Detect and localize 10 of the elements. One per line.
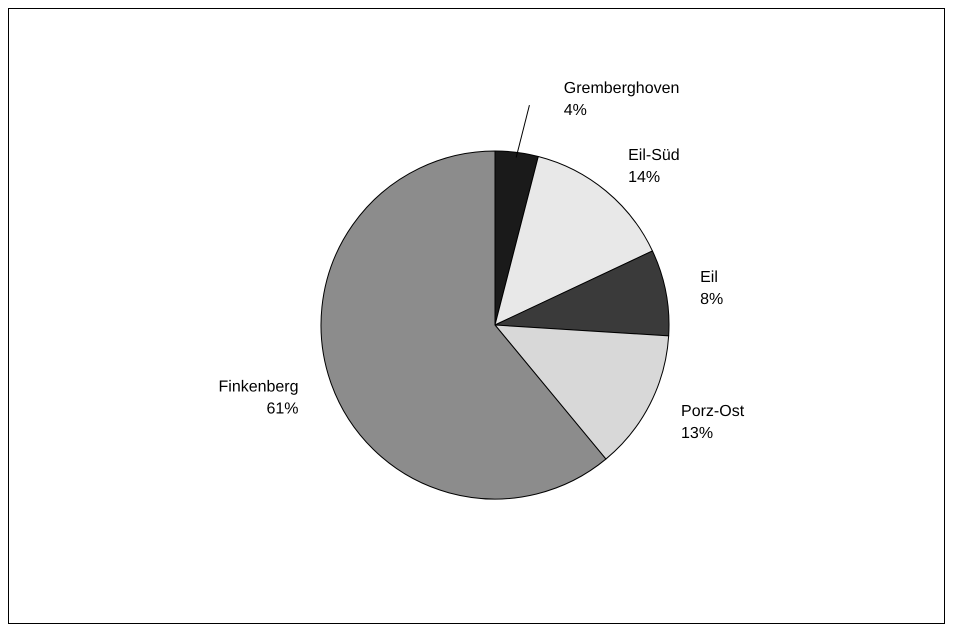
data-label: 4% [564, 102, 587, 120]
slice-label: Eil [700, 268, 718, 286]
slice-label: Eil-Süd [628, 147, 680, 164]
slice-label: Porz-Ost [681, 402, 745, 420]
data-label: 61% [266, 400, 299, 418]
data-label: 14% [628, 169, 660, 186]
slice-label: Finkenberg [218, 378, 299, 396]
data-label: 13% [681, 424, 714, 442]
data-label: 8% [700, 290, 724, 308]
slice-label: Gremberghoven [564, 80, 680, 98]
